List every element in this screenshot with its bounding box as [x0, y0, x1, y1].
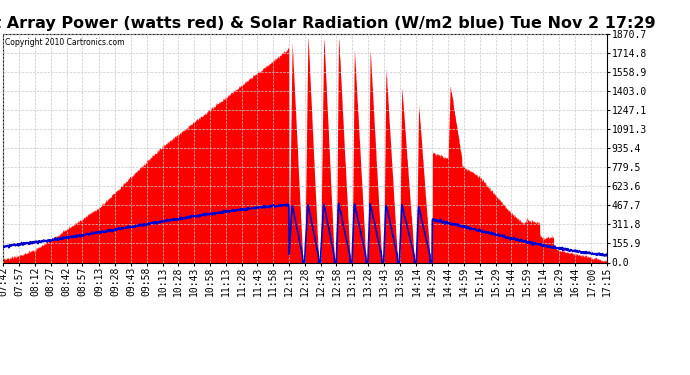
- Title: West Array Power (watts red) & Solar Radiation (W/m2 blue) Tue Nov 2 17:29: West Array Power (watts red) & Solar Rad…: [0, 16, 655, 31]
- Text: Copyright 2010 Cartronics.com: Copyright 2010 Cartronics.com: [5, 38, 124, 47]
